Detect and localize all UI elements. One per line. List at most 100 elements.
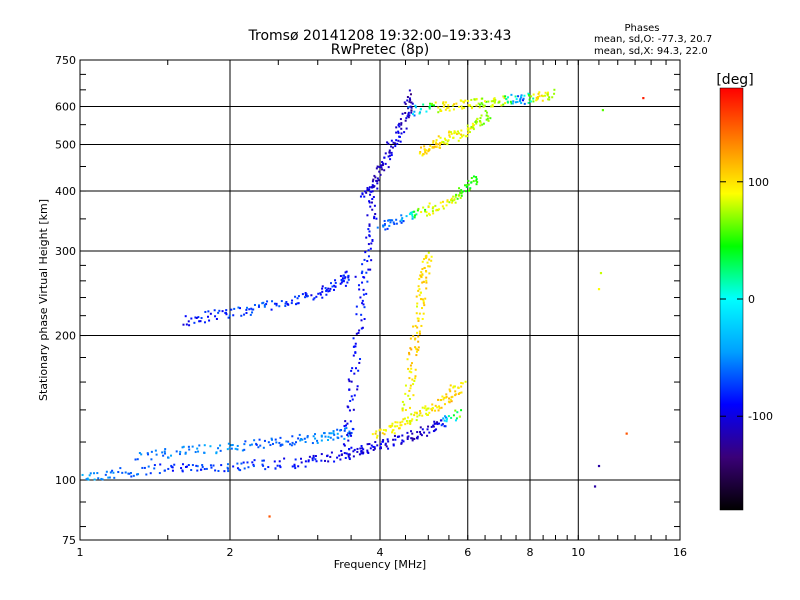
data-point bbox=[293, 465, 296, 468]
data-point bbox=[490, 105, 493, 108]
axis-ticks: 1 2 4 6 8 10 16 75 100 200 300 400 500 600 750 bbox=[55, 54, 687, 559]
data-point bbox=[406, 115, 409, 118]
data-point bbox=[187, 445, 190, 448]
data-point bbox=[349, 399, 352, 402]
data-point bbox=[417, 340, 420, 343]
data-point bbox=[510, 93, 513, 96]
data-point bbox=[388, 219, 391, 222]
data-point bbox=[445, 393, 448, 396]
data-point bbox=[333, 284, 336, 287]
data-point bbox=[389, 154, 392, 157]
data-point bbox=[453, 198, 456, 201]
data-point bbox=[241, 449, 244, 452]
data-point bbox=[294, 295, 297, 298]
data-point bbox=[498, 101, 501, 104]
data-point bbox=[333, 288, 336, 291]
data-point bbox=[101, 478, 104, 481]
data-point bbox=[276, 464, 279, 467]
data-point bbox=[360, 327, 363, 330]
data-point bbox=[217, 447, 220, 450]
data-point bbox=[459, 99, 462, 102]
data-point bbox=[426, 261, 429, 264]
data-point bbox=[332, 438, 335, 441]
colorbar-tick-label: -100 bbox=[748, 410, 773, 423]
data-point bbox=[319, 293, 322, 296]
data-point bbox=[395, 222, 398, 225]
data-point bbox=[394, 438, 397, 441]
data-point bbox=[511, 102, 514, 105]
data-point bbox=[366, 449, 369, 452]
data-point bbox=[281, 443, 284, 446]
data-point bbox=[325, 289, 328, 292]
data-point bbox=[243, 448, 246, 451]
data-point bbox=[329, 282, 332, 285]
data-point bbox=[379, 428, 382, 431]
data-point bbox=[601, 109, 605, 112]
data-point bbox=[391, 424, 394, 427]
data-point bbox=[427, 212, 430, 215]
data-point bbox=[373, 447, 376, 450]
data-point bbox=[128, 472, 131, 475]
data-point bbox=[257, 305, 260, 308]
data-point bbox=[480, 114, 483, 117]
data-point bbox=[374, 432, 377, 435]
y-tick-label: 600 bbox=[55, 101, 76, 114]
data-point bbox=[357, 284, 360, 287]
data-point bbox=[492, 100, 495, 103]
data-point bbox=[437, 111, 440, 114]
data-point bbox=[465, 185, 468, 188]
data-point bbox=[199, 320, 202, 323]
data-point bbox=[195, 464, 198, 467]
data-point bbox=[263, 439, 266, 442]
data-point bbox=[278, 464, 281, 467]
data-point bbox=[442, 417, 445, 420]
data-point bbox=[373, 204, 376, 207]
data-point bbox=[406, 358, 409, 361]
data-point bbox=[431, 104, 434, 107]
data-point bbox=[437, 409, 440, 412]
data-point bbox=[546, 91, 549, 94]
data-point bbox=[441, 423, 444, 426]
data-point bbox=[427, 150, 430, 153]
data-point bbox=[405, 117, 408, 120]
data-point bbox=[179, 450, 182, 453]
data-points bbox=[81, 88, 645, 518]
data-point bbox=[472, 180, 475, 183]
data-point bbox=[353, 372, 356, 375]
data-point bbox=[312, 454, 315, 457]
data-point bbox=[369, 447, 372, 450]
data-point bbox=[171, 466, 174, 469]
data-point bbox=[421, 307, 424, 310]
data-point bbox=[432, 430, 435, 433]
data-point bbox=[409, 105, 412, 108]
data-point bbox=[187, 464, 190, 467]
data-point bbox=[438, 405, 441, 408]
data-point bbox=[433, 145, 436, 148]
data-point bbox=[294, 467, 297, 470]
data-point bbox=[378, 429, 381, 432]
data-point bbox=[374, 213, 377, 216]
data-point bbox=[320, 459, 323, 462]
data-point bbox=[419, 146, 422, 149]
data-point bbox=[474, 120, 477, 123]
data-point bbox=[284, 302, 287, 305]
data-point bbox=[397, 124, 400, 127]
data-point bbox=[445, 416, 448, 419]
data-point bbox=[452, 195, 455, 198]
data-point bbox=[485, 100, 488, 103]
data-point bbox=[455, 102, 458, 105]
data-point bbox=[294, 303, 297, 306]
data-point bbox=[371, 433, 374, 436]
y-tick-label: 750 bbox=[55, 54, 76, 67]
data-point bbox=[535, 96, 538, 99]
data-point bbox=[387, 440, 390, 443]
data-point bbox=[398, 135, 401, 138]
data-point bbox=[150, 458, 153, 461]
data-point bbox=[358, 329, 361, 332]
data-point bbox=[270, 308, 273, 311]
data-point bbox=[358, 288, 361, 291]
data-point bbox=[232, 314, 235, 317]
data-point bbox=[424, 149, 427, 152]
data-point bbox=[348, 380, 351, 383]
data-point bbox=[371, 190, 374, 193]
